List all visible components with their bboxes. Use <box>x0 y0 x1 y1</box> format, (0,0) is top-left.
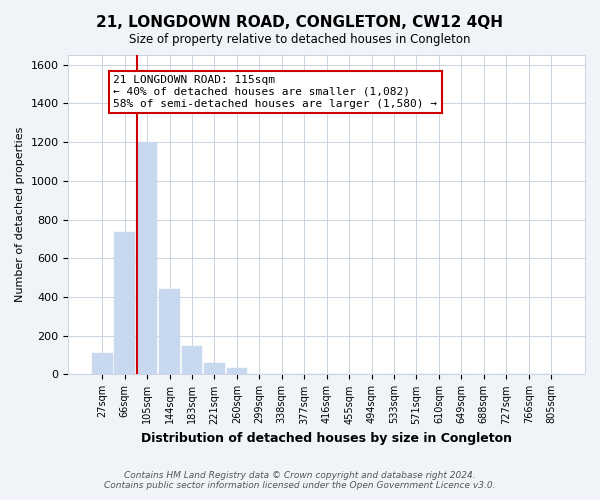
Bar <box>159 290 180 374</box>
Bar <box>137 142 157 374</box>
Text: Size of property relative to detached houses in Congleton: Size of property relative to detached ho… <box>129 32 471 46</box>
Bar <box>204 363 225 374</box>
X-axis label: Distribution of detached houses by size in Congleton: Distribution of detached houses by size … <box>141 432 512 445</box>
Text: 21 LONGDOWN ROAD: 115sqm
← 40% of detached houses are smaller (1,082)
58% of sem: 21 LONGDOWN ROAD: 115sqm ← 40% of detach… <box>113 76 437 108</box>
Text: 21, LONGDOWN ROAD, CONGLETON, CW12 4QH: 21, LONGDOWN ROAD, CONGLETON, CW12 4QH <box>97 15 503 30</box>
Bar <box>92 353 113 374</box>
Bar <box>227 368 247 374</box>
Y-axis label: Number of detached properties: Number of detached properties <box>15 127 25 302</box>
Bar <box>182 346 202 374</box>
Text: Contains HM Land Registry data © Crown copyright and database right 2024.
Contai: Contains HM Land Registry data © Crown c… <box>104 470 496 490</box>
Bar <box>115 232 135 374</box>
